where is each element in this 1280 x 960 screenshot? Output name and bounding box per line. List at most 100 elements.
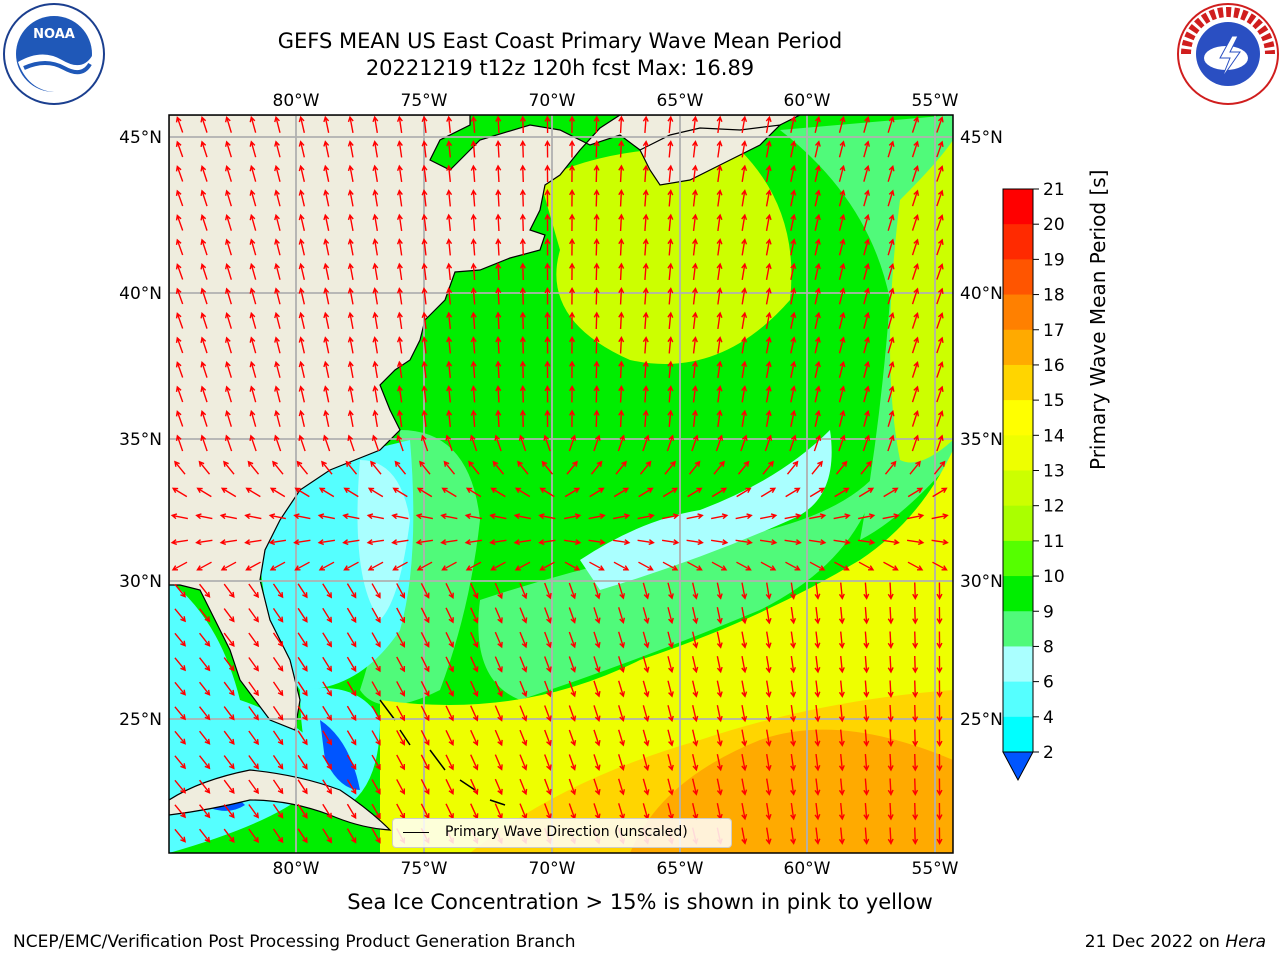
wave-arrow (298, 336, 306, 354)
wave-arrow (814, 238, 821, 256)
wave-arrow (513, 513, 531, 520)
wave-arrow (765, 753, 772, 772)
wave-arrow (936, 238, 944, 256)
wave-arrow (421, 189, 428, 207)
wave-arrow (931, 513, 949, 520)
wave-arrow (223, 583, 235, 599)
wave-arrow (691, 754, 699, 772)
wave-arrow (274, 140, 281, 158)
wave-arrow (269, 487, 286, 498)
wave-arrow (790, 385, 797, 403)
wave-arrow (495, 385, 502, 403)
wave-arrow (863, 238, 870, 256)
wave-arrow (470, 607, 479, 624)
wave-arrow (224, 189, 233, 207)
wave-arrow (519, 705, 528, 722)
wave-arrow (569, 336, 576, 354)
wave-arrow (489, 513, 507, 520)
wave-arrow (932, 487, 948, 498)
wave-arrow (765, 631, 772, 649)
wave-arrow (741, 213, 748, 232)
land-bahamas (379, 699, 506, 806)
wave-arrow (858, 513, 876, 520)
wave-arrow (838, 753, 845, 772)
wave-arrow (544, 115, 551, 134)
wave-arrow (322, 607, 333, 624)
wave-arrow (642, 409, 649, 428)
wave-arrow (936, 582, 943, 600)
wave-arrow (741, 385, 748, 403)
wave-arrow (911, 312, 920, 329)
wave-arrow (887, 360, 895, 378)
wave-arrow (297, 754, 308, 770)
wave-arrow (495, 409, 502, 428)
wave-arrow (667, 656, 674, 674)
wave-arrow (741, 680, 748, 698)
wave-arrow (396, 360, 403, 379)
wave-arrow (272, 706, 284, 721)
wave-arrow (224, 409, 233, 427)
wave-arrow (224, 336, 233, 354)
wave-arrow (347, 213, 354, 231)
wave-arrow (936, 287, 944, 305)
wave-arrow (322, 828, 333, 844)
wave-arrow (420, 681, 430, 697)
wave-arrow (863, 360, 870, 378)
wave-arrow (863, 778, 870, 796)
wave-arrow (249, 360, 257, 378)
wave-arrow (445, 656, 454, 673)
wave-arrow (618, 115, 625, 134)
wave-arrow (642, 631, 650, 649)
wave-arrow (569, 360, 576, 379)
wave-arrow (637, 539, 655, 546)
wave-arrow (416, 561, 433, 571)
wave-arrow (199, 755, 211, 770)
wave-arrow (396, 632, 406, 648)
wave-arrow (175, 214, 184, 231)
wave-arrow (470, 360, 477, 379)
wave-arrow (741, 140, 748, 158)
wave-arrow (814, 631, 821, 649)
wave-arrow (347, 311, 354, 329)
wave-arrow (936, 312, 944, 329)
colorbar-tick-label: 18 (1043, 286, 1065, 306)
wave-arrow (396, 583, 406, 599)
wave-arrow (838, 287, 846, 305)
wave-arrow (272, 632, 284, 648)
wave-arrow (396, 336, 403, 354)
wave-arrow (860, 460, 872, 475)
wave-arrow (838, 164, 846, 182)
wave-arrow (495, 262, 502, 281)
wave-arrow (495, 115, 502, 134)
wave-arrow (933, 460, 946, 475)
lat-label-right-25n: 25°N (960, 710, 1003, 730)
wave-arrow (741, 754, 748, 772)
wave-arrow (544, 385, 551, 403)
wave-arrow (396, 607, 406, 624)
wave-arrow (765, 827, 772, 845)
wave-arrow (863, 802, 870, 821)
wave-arrow (716, 778, 723, 796)
wave-arrow (322, 583, 333, 599)
wave-arrow (200, 165, 208, 182)
wave-arrow (274, 238, 281, 256)
wave-arrow (790, 262, 797, 280)
wave-arrow (863, 582, 870, 600)
wave-arrow (593, 607, 601, 624)
ocean-band-6s-florida (320, 720, 360, 790)
wave-arrow (396, 189, 403, 207)
wave-arrow (296, 460, 309, 475)
wave-arrow (691, 409, 698, 428)
wave-arrow (617, 778, 626, 796)
wave-arrow (396, 754, 406, 771)
wave-arrow (323, 262, 330, 280)
wave-arrow (346, 632, 357, 648)
wave-arrow (936, 336, 944, 354)
wave-arrow (494, 705, 503, 722)
wave-arrow (249, 311, 257, 329)
wave-arrow (199, 730, 211, 745)
colorbar-segment (1003, 540, 1033, 577)
wave-arrow (741, 582, 748, 600)
wave-arrow (569, 238, 576, 256)
wave-arrow (711, 513, 729, 520)
